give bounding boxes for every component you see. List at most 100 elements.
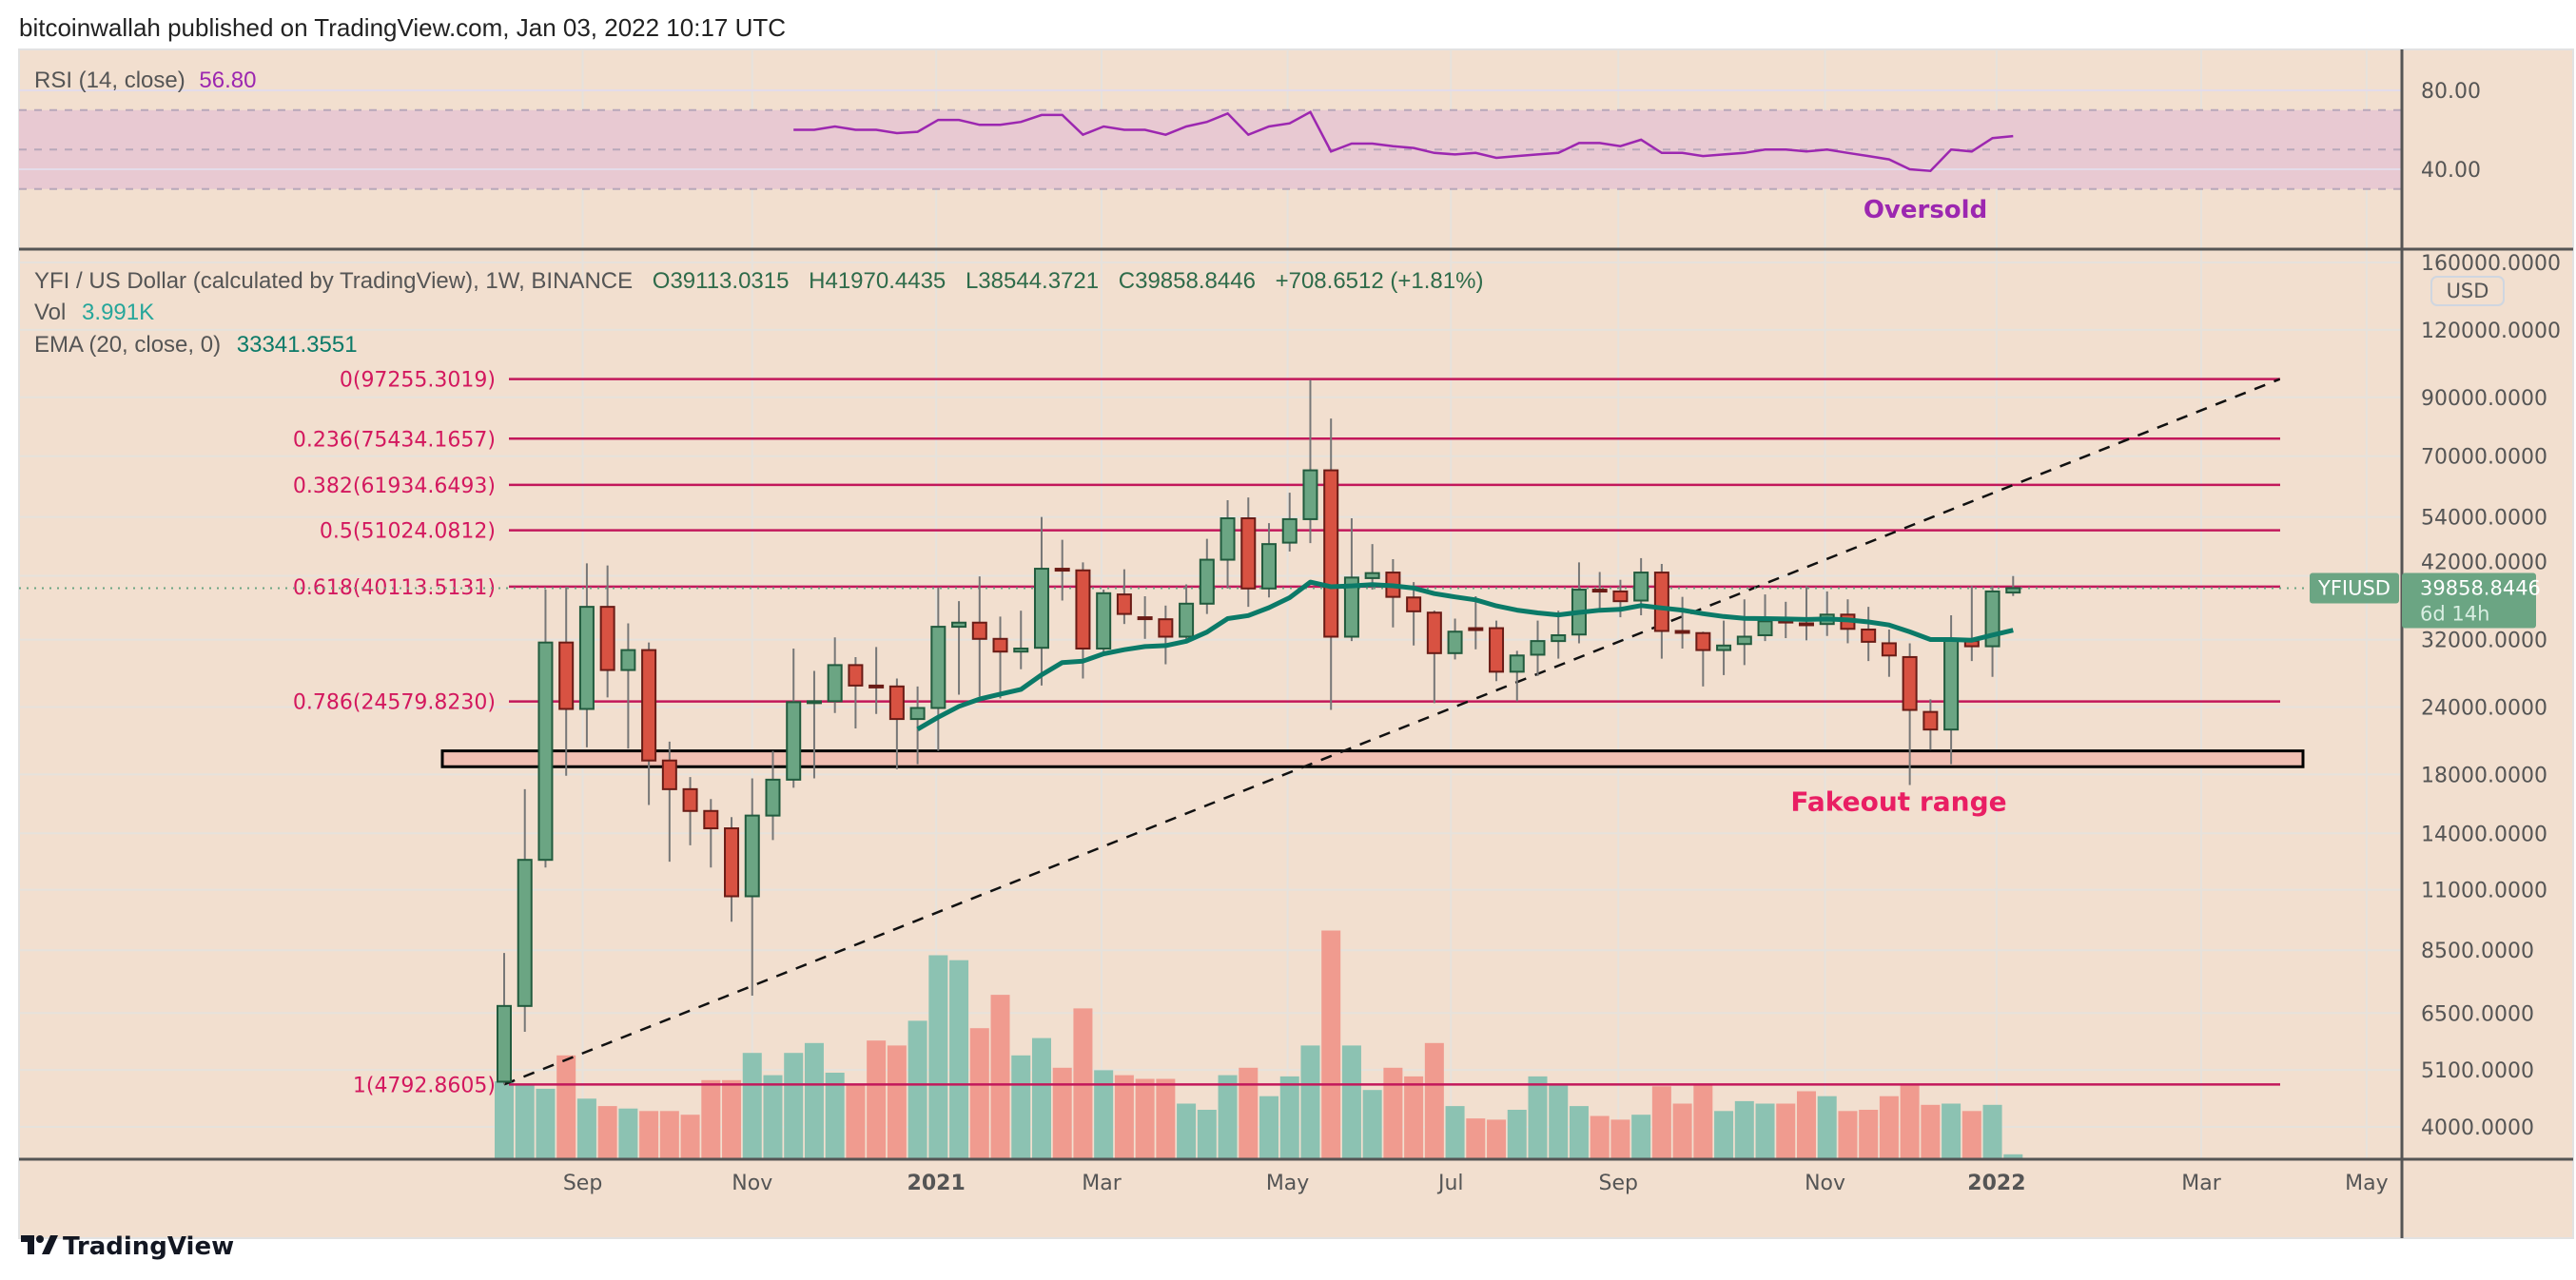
- candle: [1591, 572, 1608, 611]
- symbol-price-tag: [2310, 572, 2399, 604]
- tradingview-logo-icon: [21, 1235, 58, 1254]
- candle: [848, 656, 864, 729]
- candle: [558, 586, 575, 776]
- price-axis[interactable]: 160000.0000 120000.0000 90000.0000 70000.00…: [2421, 252, 2561, 1140]
- fakeout-rectangle[interactable]: [440, 749, 2305, 768]
- volume-bar: [1651, 1086, 1671, 1159]
- candle: [806, 670, 822, 779]
- ohlc-change: +708.6512 (+1.81%): [1276, 268, 1484, 294]
- rsi-pane[interactable]: RSI (14, close) 56.80 Oversold 80.00 40.0…: [19, 68, 2481, 224]
- chart-panel: [18, 48, 2574, 1239]
- volume-bar: [597, 1106, 617, 1159]
- ema-line: [916, 579, 2014, 731]
- candle: [1447, 618, 1463, 660]
- volume-bar: [1239, 1067, 1259, 1159]
- candle-body: [1013, 647, 1029, 653]
- price-tick-label: 11000.0000: [2421, 880, 2547, 903]
- currency-badge[interactable]: USD: [2430, 276, 2505, 306]
- candle-body: [1530, 640, 1546, 656]
- price-tick-label: 8500.0000: [2421, 940, 2534, 963]
- price-tick-label: 32000.0000: [2421, 630, 2547, 653]
- price-tick-label: 54000.0000: [2421, 507, 2547, 531]
- fibonacci-retracement[interactable]: 0(97255.3019) 0.236(75434.1657) 0.382(6193…: [293, 369, 2280, 1098]
- candle-body: [620, 649, 636, 671]
- candlesticks: [497, 379, 2021, 1085]
- volume-bar: [1549, 1083, 1569, 1159]
- candle: [1158, 605, 1174, 665]
- price-tick-label: 24000.0000: [2421, 696, 2547, 720]
- volume-bar: [1114, 1075, 1134, 1159]
- volume-bar: [515, 1085, 535, 1159]
- rsi-tick-label: 40.00: [2421, 159, 2481, 183]
- volume-bar: [1693, 1085, 1713, 1159]
- candle: [1116, 569, 1132, 625]
- volume-legend: Vol 3.991K: [34, 300, 154, 325]
- price-tick-label: 120000.0000: [2421, 320, 2561, 343]
- fib-level-label: 1(4792.8605): [353, 1074, 496, 1097]
- volume-bar: [1776, 1103, 1796, 1159]
- volume-bar: [618, 1108, 638, 1159]
- candle: [599, 565, 615, 698]
- volume-bar: [1672, 1103, 1692, 1159]
- fib-level-label: 0.236(75434.1657): [293, 428, 496, 452]
- ema-label: EMA (20, close, 0): [34, 332, 221, 358]
- candle-body: [951, 621, 967, 629]
- candle: [1509, 650, 1525, 702]
- candle: [1137, 596, 1153, 639]
- rsi-title: RSI (14, close): [34, 68, 185, 93]
- candle: [641, 642, 657, 805]
- price-tick-label: 160000.0000: [2421, 252, 2561, 276]
- candle: [1881, 630, 1897, 677]
- candle: [744, 778, 760, 997]
- tradingview-logo[interactable]: TradingView: [21, 1232, 234, 1261]
- rsi-level-lines: [19, 89, 2402, 190]
- trendline[interactable]: [503, 378, 2281, 1086]
- candle-body: [971, 621, 987, 640]
- rsi-label: RSI (14, close) 56.80: [34, 68, 256, 93]
- symbol-description: YFI / US Dollar (calculated by TradingVi…: [34, 268, 633, 294]
- candle-body: [1468, 627, 1484, 631]
- currency-label: USD: [2447, 280, 2489, 302]
- candle-body: [848, 664, 864, 687]
- rsi-axis[interactable]: 80.00 40.00: [2421, 80, 2481, 183]
- candle-body: [1943, 638, 1960, 731]
- volume-bar: [763, 1075, 783, 1159]
- candle: [888, 678, 905, 769]
- volume-bar: [1156, 1078, 1176, 1159]
- volume-bar: [1734, 1100, 1754, 1159]
- candle: [1736, 599, 1752, 666]
- time-axis[interactable]: Sep Nov 2021 Mar May Jul Sep Nov 2022 Mar May: [563, 1172, 2389, 1195]
- candle: [1281, 493, 1298, 552]
- candle-body: [1033, 568, 1049, 650]
- volume-bar: [1982, 1104, 2002, 1159]
- volume-bar: [1796, 1091, 1816, 1159]
- candle: [1551, 611, 1567, 659]
- volume-bar: [1942, 1103, 1961, 1159]
- time-tick-label: May: [2345, 1172, 2388, 1195]
- fakeout-zone[interactable]: Fakeout range: [440, 749, 2305, 818]
- time-tick-label: Jul: [1436, 1172, 1464, 1195]
- candle-body: [682, 787, 698, 812]
- volume-bar: [1321, 930, 1341, 1159]
- candle-body: [661, 759, 677, 790]
- volume-bar: [969, 1028, 989, 1159]
- volume-bar: [659, 1111, 679, 1159]
- candle-body: [724, 827, 740, 898]
- candle-body: [517, 859, 533, 1007]
- time-tick-label: 2021: [907, 1172, 966, 1195]
- candle-body: [930, 626, 946, 709]
- candle-body: [1633, 572, 1649, 602]
- grid-lines: [19, 49, 2402, 1159]
- candle-body: [1695, 631, 1711, 651]
- volume-bar: [722, 1079, 742, 1159]
- price-tick-label: 14000.0000: [2421, 823, 2547, 846]
- volume-bar: [1031, 1038, 1051, 1159]
- candle-body: [1220, 517, 1236, 561]
- volume-bar: [1900, 1083, 1920, 1159]
- candle-body: [537, 641, 554, 862]
- candle-body: [1302, 469, 1318, 520]
- candle-body: [1509, 654, 1525, 673]
- candle-body: [1323, 469, 1339, 638]
- volume-bar: [1921, 1104, 1941, 1159]
